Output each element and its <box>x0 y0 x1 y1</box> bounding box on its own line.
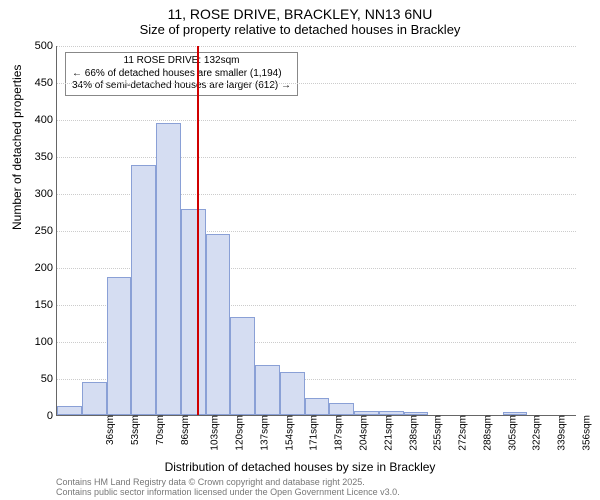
x-tick: 154sqm <box>282 415 295 451</box>
gridline <box>57 120 576 121</box>
gridline <box>57 157 576 158</box>
y-tick: 500 <box>19 40 57 52</box>
histogram-bar <box>107 277 132 415</box>
y-tick: 250 <box>19 225 57 237</box>
histogram-bar <box>280 372 305 415</box>
y-tick: 450 <box>19 77 57 89</box>
credits: Contains HM Land Registry data © Crown c… <box>56 478 400 498</box>
histogram-bar <box>255 365 280 415</box>
x-tick: 356sqm <box>579 415 592 451</box>
y-tick: 400 <box>19 114 57 126</box>
x-tick: 221sqm <box>381 415 394 451</box>
y-tick: 0 <box>19 410 57 422</box>
x-tick: 322sqm <box>530 415 543 451</box>
x-axis-label: Distribution of detached houses by size … <box>0 460 600 474</box>
marker-line <box>197 46 199 415</box>
x-tick: 137sqm <box>258 415 271 451</box>
gridline <box>57 83 576 84</box>
credit-line-2: Contains public sector information licen… <box>56 488 400 498</box>
histogram-bar <box>230 317 255 415</box>
x-tick: 305sqm <box>505 415 518 451</box>
y-tick: 50 <box>19 373 57 385</box>
histogram-bar <box>404 412 429 415</box>
x-tick: 120sqm <box>233 415 246 451</box>
y-tick: 300 <box>19 188 57 200</box>
histogram-bar <box>329 403 354 415</box>
histogram-bar <box>181 209 206 415</box>
x-tick: 171sqm <box>307 415 320 451</box>
marker-note-smaller: ← 66% of detached houses are smaller (1,… <box>72 68 291 81</box>
x-tick: 288sqm <box>480 415 493 451</box>
marker-note-larger: 34% of semi-detached houses are larger (… <box>72 80 291 93</box>
histogram-bar <box>156 123 181 415</box>
x-tick: 36sqm <box>103 415 116 445</box>
x-tick: 53sqm <box>128 415 141 445</box>
x-tick: 238sqm <box>406 415 419 451</box>
plot-area: 11 ROSE DRIVE: 132sqm ← 66% of detached … <box>56 46 576 416</box>
chart-subtitle: Size of property relative to detached ho… <box>0 22 600 39</box>
histogram-bar <box>305 398 330 415</box>
x-tick: 187sqm <box>332 415 345 451</box>
x-tick: 272sqm <box>456 415 469 451</box>
gridline <box>57 46 576 47</box>
y-tick: 100 <box>19 336 57 348</box>
y-tick: 150 <box>19 299 57 311</box>
x-tick: 339sqm <box>555 415 568 451</box>
histogram-bar <box>379 411 404 415</box>
y-axis-label: Number of detached properties <box>10 65 24 230</box>
y-tick: 350 <box>19 151 57 163</box>
histogram-bar <box>82 382 107 415</box>
marker-value-label: 11 ROSE DRIVE: 132sqm <box>72 55 291 68</box>
x-tick: 70sqm <box>153 415 166 445</box>
histogram-bar <box>503 412 528 415</box>
x-tick: 204sqm <box>357 415 370 451</box>
histogram-bar <box>57 406 82 415</box>
y-tick: 200 <box>19 262 57 274</box>
x-tick: 103sqm <box>208 415 221 451</box>
histogram-bar <box>206 234 231 415</box>
histogram-bar <box>354 411 379 415</box>
x-tick: 86sqm <box>178 415 191 445</box>
histogram-bar <box>131 165 156 415</box>
chart-title: 11, ROSE DRIVE, BRACKLEY, NN13 6NU <box>0 0 600 22</box>
marker-annotation: 11 ROSE DRIVE: 132sqm ← 66% of detached … <box>65 52 298 96</box>
x-tick: 255sqm <box>431 415 444 451</box>
